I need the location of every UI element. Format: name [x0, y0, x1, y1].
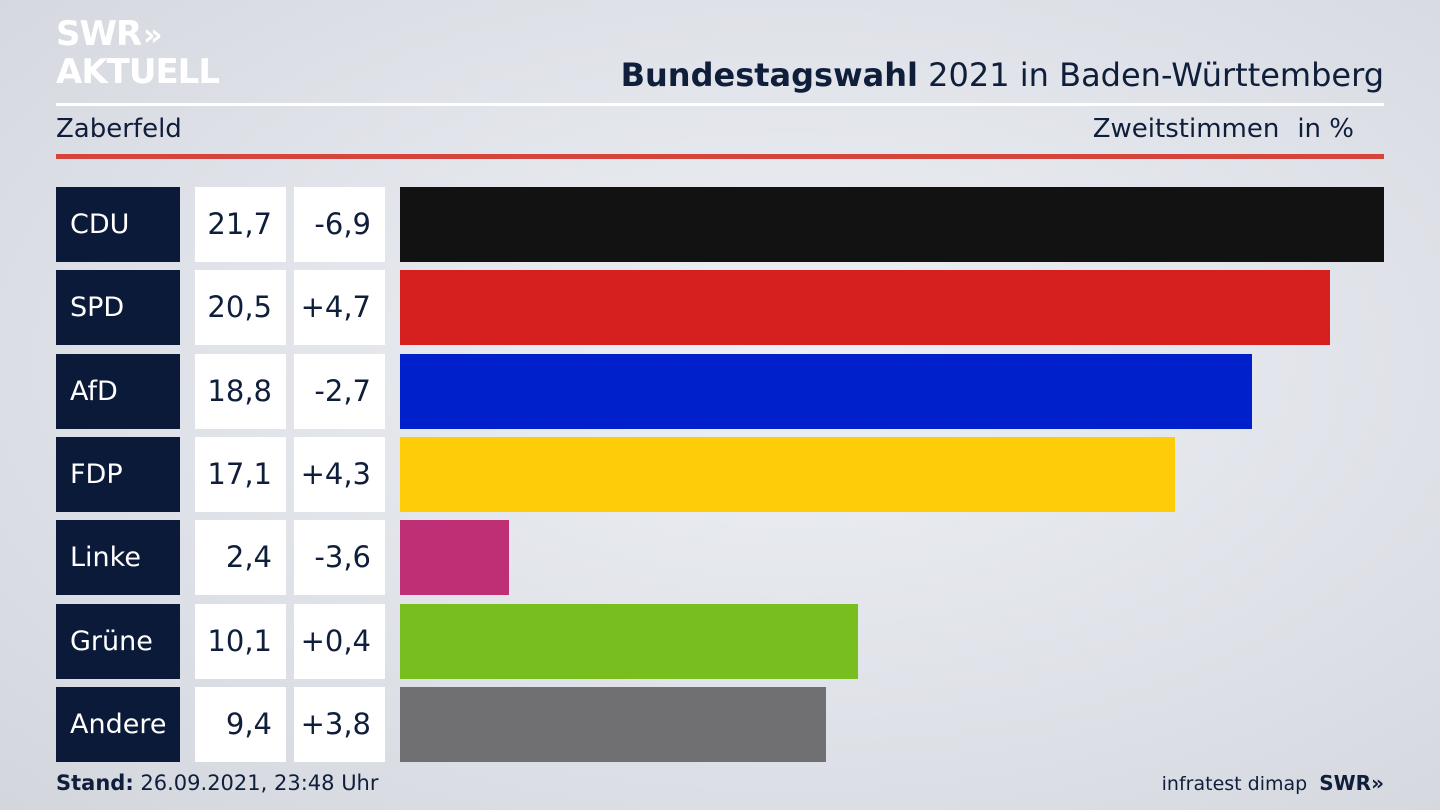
logo-line-1: SWR» — [56, 14, 163, 54]
change-label: +4,3 — [294, 437, 385, 512]
vote-share-label: 9,4 — [195, 687, 286, 762]
change-label: +4,7 — [294, 270, 385, 345]
header-divider — [56, 103, 1384, 106]
bar-row-grüne: Grüne 10,1 +0,4 — [56, 604, 1384, 679]
bar-spd — [400, 270, 1330, 345]
change-label: +3,8 — [294, 687, 385, 762]
bar-afd — [400, 354, 1252, 429]
bar-linke — [400, 520, 509, 595]
bar-row-cdu: CDU 21,7 -6,9 — [56, 187, 1384, 262]
bar-row-afd: AfD 18,8 -2,7 — [56, 354, 1384, 429]
logo-chevrons: » — [143, 18, 163, 53]
bar-row-fdp: FDP 17,1 +4,3 — [56, 437, 1384, 512]
bar-row-andere: Andere 9,4 +3,8 — [56, 687, 1384, 762]
change-label: -3,6 — [294, 520, 385, 595]
vote-share-label: 2,4 — [195, 520, 286, 595]
logo-line-2: AKTUELL — [56, 52, 220, 92]
timestamp-label: Stand: — [56, 771, 134, 795]
chart-title-bold: Bundestagswahl — [620, 56, 918, 94]
vote-share-label: 21,7 — [195, 187, 286, 262]
bar-row-linke: Linke 2,4 -3,6 — [56, 520, 1384, 595]
change-label: +0,4 — [294, 604, 385, 679]
party-label: Andere — [56, 687, 180, 762]
vote-share-label: 17,1 — [195, 437, 286, 512]
bar-row-spd: SPD 20,5 +4,7 — [56, 270, 1384, 345]
vote-share-label: 18,8 — [195, 354, 286, 429]
swr-aktuell-logo: SWR» AKTUELL — [56, 14, 220, 92]
chart-title: Bundestagswahl 2021 in Baden-Württemberg — [621, 56, 1384, 94]
bar-cdu — [400, 187, 1384, 262]
party-label: AfD — [56, 354, 180, 429]
party-label: Grüne — [56, 604, 180, 679]
change-label: -2,7 — [294, 354, 385, 429]
swr-brand-logo: SWR» — [1319, 771, 1384, 795]
source-label: infratest dimap — [1161, 773, 1308, 795]
measure-name: Zweitstimmen — [1092, 114, 1280, 144]
accent-divider — [56, 154, 1384, 159]
vote-share-label: 20,5 — [195, 270, 286, 345]
timestamp: Stand: 26.09.2021, 23:48 Uhr — [56, 771, 379, 795]
party-label: FDP — [56, 437, 180, 512]
bar-fdp — [400, 437, 1175, 512]
source-credit: infratest dimap SWR» — [1162, 771, 1384, 795]
party-label: CDU — [56, 187, 180, 262]
unit-label: in % — [1297, 114, 1354, 144]
location-label: Zaberfeld — [56, 114, 182, 144]
vote-share-label: 10,1 — [195, 604, 286, 679]
bar-grüne — [400, 604, 858, 679]
change-label: -6,9 — [294, 187, 385, 262]
chart-title-rest: 2021 in Baden-Württemberg — [928, 56, 1384, 94]
timestamp-value: 26.09.2021, 23:48 Uhr — [140, 771, 379, 795]
measure-label: Zweitstimmen in % — [1093, 114, 1354, 144]
bar-andere — [400, 687, 826, 762]
party-label: Linke — [56, 520, 180, 595]
party-label: SPD — [56, 270, 180, 345]
